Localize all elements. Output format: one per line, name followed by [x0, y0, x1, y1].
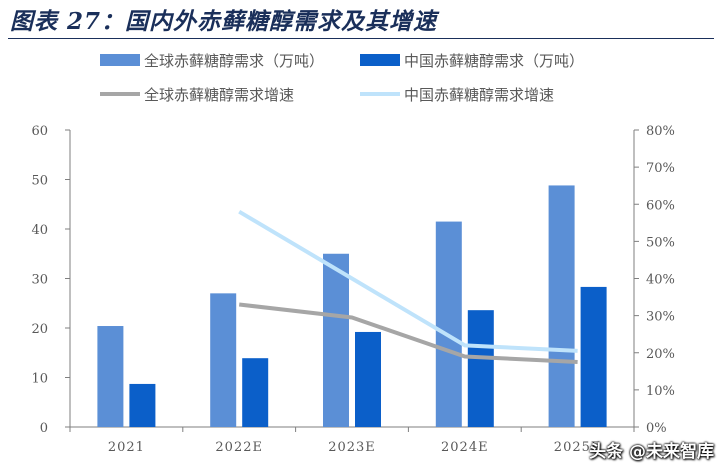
- global-demand-bar: [323, 253, 349, 427]
- right-axis-tick-label: 80%: [646, 124, 675, 139]
- line-series: [238, 209, 578, 365]
- figure-title: 图表 27：国内外赤藓糖醇需求及其增速: [10, 8, 438, 35]
- global-demand-bar: [548, 185, 575, 427]
- china-demand-bar: [467, 310, 494, 427]
- watermark: 头条 @未来智库: [589, 442, 714, 462]
- left-axis-tick-label: 10: [31, 372, 48, 387]
- china-growth-line: [238, 209, 578, 353]
- china-demand-bar: [355, 331, 381, 427]
- right-axis-tick-label: 0%: [646, 421, 667, 436]
- bar-series: [97, 185, 607, 427]
- x-axis-tick-label: 2023E: [328, 440, 376, 455]
- left-axis-tick-label: 0: [40, 421, 48, 436]
- left-axis-tick-label: 60: [31, 124, 48, 139]
- right-axis-tick-label: 60%: [646, 198, 675, 213]
- legend-label: 全球赤藓糖醇需求（万吨）: [144, 52, 324, 70]
- left-axis-tick-label: 40: [31, 223, 48, 238]
- china-demand-bar: [129, 383, 156, 427]
- left-axis-tick-label: 30: [31, 273, 48, 288]
- legend-label: 全球赤藓糖醇需求增速: [144, 86, 294, 104]
- global-demand-bar: [97, 326, 124, 427]
- legend-swatch: [100, 54, 140, 66]
- x-axis-tick-label: 2025E: [554, 440, 602, 455]
- title-underline: [8, 38, 714, 39]
- china-demand-bar: [242, 358, 269, 427]
- legend-swatch: [360, 54, 400, 66]
- global-growth-line: [238, 302, 578, 365]
- legend-label: 中国赤藓糖醇需求增速: [404, 86, 554, 104]
- global-demand-bar: [435, 221, 462, 427]
- x-axis-tick-label: 2022E: [215, 440, 263, 455]
- chart-axes: 0 10 20 30 40 50 60 0% 10% 20% 30% 40% 50% 60% 70% 80% 2…: [31, 124, 674, 455]
- china-demand-bar: [580, 286, 607, 427]
- right-axis-tick-label: 10%: [646, 384, 675, 399]
- right-axis-tick-label: 70%: [646, 161, 675, 176]
- left-axis-tick-label: 50: [31, 174, 48, 189]
- right-axis-tick-label: 50%: [646, 235, 675, 250]
- left-axis-tick-label: 20: [31, 322, 48, 337]
- right-axis-tick-label: 40%: [646, 273, 675, 288]
- x-axis-tick-label: 2021: [108, 440, 145, 455]
- x-axis-tick-label: 2024E: [441, 440, 489, 455]
- right-axis-tick-label: 30%: [646, 310, 675, 325]
- chart-legend: 全球赤藓糖醇需求（万吨） 中国赤藓糖醇需求（万吨） 全球赤藓糖醇需求增速 中国赤藓糖醇…: [100, 52, 584, 104]
- right-axis-tick-label: 20%: [646, 347, 675, 362]
- global-demand-bar: [210, 293, 237, 427]
- legend-label: 中国赤藓糖醇需求（万吨）: [404, 52, 584, 70]
